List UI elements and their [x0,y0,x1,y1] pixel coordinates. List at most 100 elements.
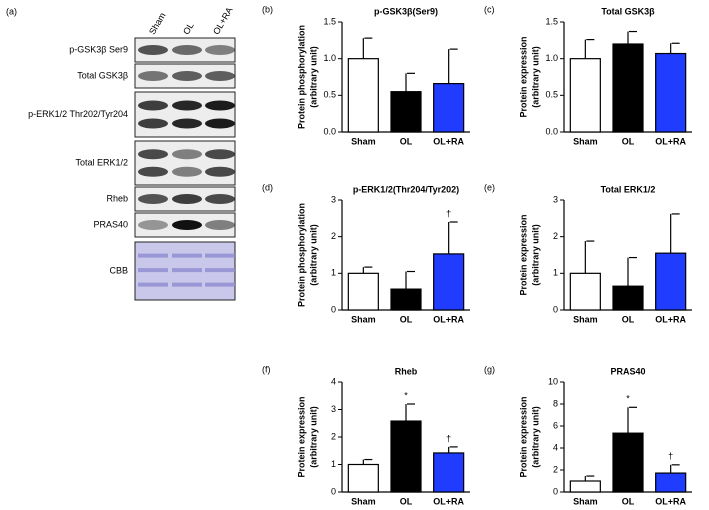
chart-title: Total GSK3β [601,6,655,16]
band [172,253,202,258]
x-tick-label: Sham [573,314,598,324]
y-axis-label: Protein expression [518,214,528,295]
band [172,71,202,81]
y-axis-label: Protein phosphorylation [296,25,306,129]
bar [569,58,601,133]
bar [390,288,422,311]
band [138,100,168,111]
blot-panel: (a) Sham OL OL+RA p-GSK3β Ser9 Total GSK3… [6,5,236,301]
chart-title: PRAS40 [610,366,645,376]
bar [612,43,644,133]
y-axis-label: (arbitrary unit) [530,406,540,468]
bar [612,285,644,311]
x-tick-label: OL+RA [655,314,686,324]
annotation: * [626,394,630,404]
panel-label: (e) [484,182,495,192]
bar-chart: (e) Total ERK1/2 Protein expression (arbitr… [484,182,692,324]
y-axis-label: Protein expression [296,396,306,477]
band [172,194,202,204]
row-label: Total ERK1/2 [75,157,128,167]
annotation: † [446,433,451,443]
band [138,220,168,230]
row-label: PRAS40 [93,219,128,229]
y-tick-label: 0 [331,486,336,496]
chart-title: p-GSK3β(Ser9) [374,6,438,16]
y-tick-label: 1 [331,268,336,278]
y-tick-label: 0 [331,304,336,314]
y-axis-label: (arbitrary unit) [308,46,318,108]
x-tick-label: OL [622,496,635,506]
y-tick-label: 4 [331,376,336,386]
band [138,253,168,258]
band [172,166,202,177]
x-tick-label: OL+RA [433,314,464,324]
band [138,282,168,287]
band [205,282,235,287]
y-axis-label: (arbitrary unit) [308,406,318,468]
y-tick-label: 0.5 [545,90,558,100]
band [172,100,202,111]
annotation: † [668,451,673,461]
band [138,118,168,129]
y-axis-label: Protein phosphorylation [296,203,306,307]
panel-label: (f) [262,364,271,374]
y-axis-label: (arbitrary unit) [530,224,540,286]
band [172,118,202,129]
band [205,194,235,204]
panel-label: (d) [262,182,273,192]
band [172,282,202,287]
bar [390,420,422,493]
band [138,166,168,177]
bar-chart: (d) p-ERK1/2(Thr204/Tyr202) Protein phosph… [262,182,470,324]
annotation: * [404,390,408,400]
chart-title: Rheb [395,366,418,376]
panel-label: (a) [6,6,17,16]
band [172,45,202,55]
band [172,220,202,230]
blot-rows: p-GSK3β Ser9 Total GSK3β p-ERK1/2 Thr202/T… [28,37,236,301]
y-axis-label: (arbitrary unit) [530,46,540,108]
bar [390,91,422,133]
band [205,118,235,129]
band [205,71,235,81]
x-tick-label: OL [400,314,413,324]
bar [569,480,601,493]
y-tick-label: 10 [548,376,558,386]
bar-chart: (c) Total GSK3β Protein expression (arbitra… [484,4,692,146]
band [172,268,202,273]
y-tick-label: 3 [331,404,336,414]
x-tick-label: Sham [573,136,598,146]
band [205,166,235,177]
band [138,45,168,55]
row-label: p-ERK1/2 Thr202/Tyr204 [28,109,128,119]
y-tick-label: 6 [553,420,558,430]
row-label: Total GSK3β [77,70,128,80]
band [205,220,235,230]
y-tick-label: 1.0 [323,53,336,63]
x-tick-label: Sham [351,136,376,146]
y-tick-label: 3 [331,194,336,204]
lane-label: OL+RA [211,5,235,36]
x-tick-label: Sham [351,496,376,506]
x-tick-label: OL+RA [433,136,464,146]
y-tick-label: 0 [553,304,558,314]
bar-chart: (g) PRAS40 Protein expression (arbitrary un… [484,364,692,506]
y-tick-label: 4 [553,442,558,452]
row-label: p-GSK3β Ser9 [69,44,128,54]
x-tick-label: OL+RA [655,496,686,506]
y-tick-label: 2 [331,231,336,241]
bar [612,432,644,493]
x-tick-label: Sham [573,496,598,506]
x-tick-label: OL [400,136,413,146]
y-tick-label: 2 [553,231,558,241]
blot-box [134,91,236,138]
band [172,149,202,160]
y-tick-label: 1.0 [545,53,558,63]
chart-title: Total ERK1/2 [601,184,656,194]
y-axis-label: Protein expression [518,396,528,477]
y-tick-label: 0.0 [323,126,336,136]
bar [655,52,687,133]
band [205,45,235,55]
